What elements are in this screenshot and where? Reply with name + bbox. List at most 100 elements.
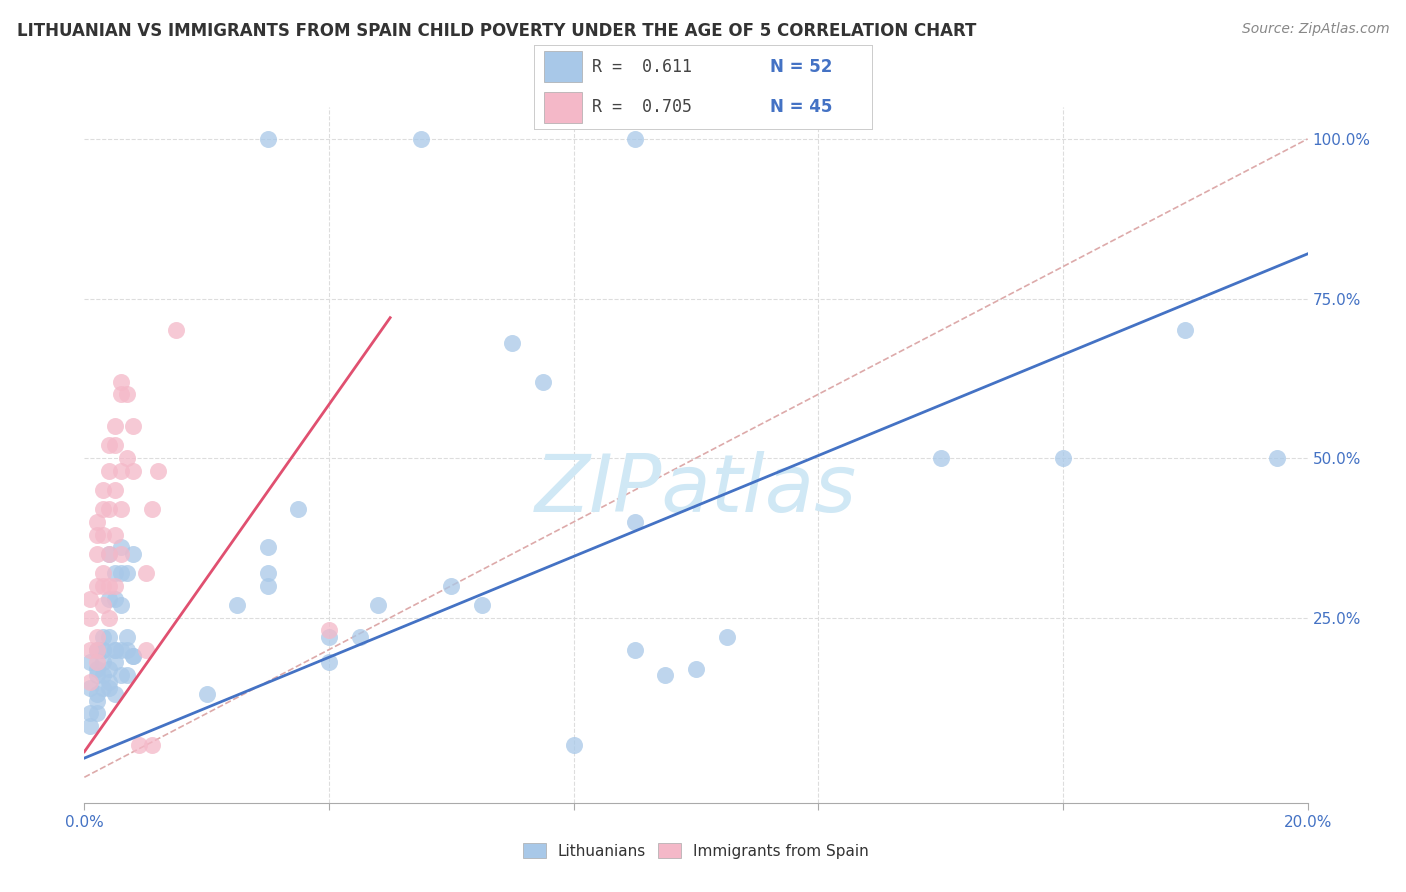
Point [624,132,647,146]
Legend: Lithuanians, Immigrants from Spain: Lithuanians, Immigrants from Spain [516,837,876,864]
Text: Source: ZipAtlas.com: Source: ZipAtlas.com [1241,22,1389,37]
Point [409,132,432,146]
Point [86,668,108,682]
Point [287,502,309,516]
Point [1052,451,1074,466]
Point [91,566,114,580]
Point [257,132,280,146]
Point [86,687,108,701]
Point [122,648,145,663]
Point [531,375,554,389]
Text: ZIPatlas: ZIPatlas [534,450,858,529]
Point [318,656,340,670]
Point [110,566,132,580]
Point [97,502,120,516]
Point [104,566,127,580]
Point [104,656,127,670]
Point [349,630,371,644]
Point [122,464,145,478]
Point [79,642,101,657]
Text: R =  0.705: R = 0.705 [592,98,692,116]
Point [91,668,114,682]
Point [104,642,127,657]
Point [135,566,157,580]
Point [79,674,101,689]
Point [86,642,108,657]
Point [257,579,280,593]
Point [91,527,114,541]
Point [91,656,114,670]
Point [141,739,163,753]
Point [135,642,157,657]
Point [91,502,114,516]
Point [104,591,127,606]
Point [97,547,120,561]
Point [122,419,145,434]
Point [110,642,132,657]
Point [97,630,120,644]
Point [104,419,127,434]
Point [110,502,132,516]
Point [110,387,132,401]
Point [86,656,108,670]
Point [97,438,120,452]
Point [104,438,127,452]
Point [86,527,108,541]
Point [97,662,120,676]
Point [115,630,138,644]
Point [110,598,132,612]
Point [91,681,114,695]
Point [97,610,120,624]
Point [716,630,738,644]
Point [86,694,108,708]
Point [104,579,127,593]
Point [91,579,114,593]
Point [195,687,218,701]
Point [318,624,340,638]
Point [79,706,101,721]
Point [97,579,120,593]
Point [79,610,101,624]
Point [502,336,524,351]
Text: R =  0.611: R = 0.611 [592,58,692,76]
Point [110,464,132,478]
Point [624,515,647,529]
Point [115,668,138,682]
Point [440,579,463,593]
Point [122,648,145,663]
Point [97,674,120,689]
Point [97,591,120,606]
Point [471,598,494,612]
Point [115,642,138,657]
Point [654,668,676,682]
Text: N = 45: N = 45 [770,98,832,116]
Point [115,566,138,580]
Point [79,681,101,695]
Point [110,541,132,555]
Point [115,387,138,401]
Point [165,323,187,337]
Point [929,451,952,466]
Point [257,541,280,555]
Point [104,483,127,497]
Point [562,739,585,753]
Point [122,547,145,561]
Point [110,375,132,389]
Point [86,515,108,529]
Point [110,668,132,682]
Point [257,566,280,580]
Point [141,502,163,516]
Point [624,642,647,657]
Text: N = 52: N = 52 [770,58,832,76]
Point [91,642,114,657]
Point [128,739,150,753]
Point [110,547,132,561]
Point [97,547,120,561]
Point [104,527,127,541]
Point [97,464,120,478]
Point [79,656,101,670]
Point [146,464,169,478]
Point [79,719,101,733]
Point [91,642,114,657]
Point [115,451,138,466]
